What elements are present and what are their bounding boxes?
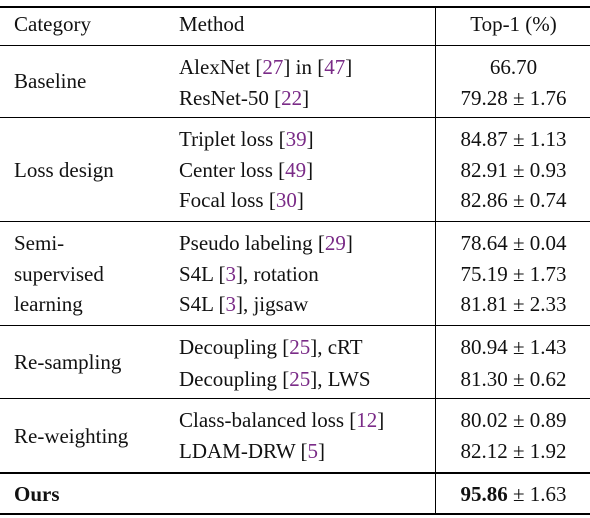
group-rule [0, 398, 590, 399]
header-top1: Top-1 (%) [470, 12, 557, 36]
category-semi-supervised-line2: supervised [14, 262, 104, 286]
method-class-balanced-loss: Class-balanced loss [12] [179, 408, 385, 432]
method-decoupling-lws: Decoupling [25], LWS [179, 367, 371, 391]
method-resnet50: ResNet-50 [22] [179, 86, 310, 110]
category-semi-supervised-line3: learning [14, 292, 83, 316]
bottom-rule [0, 513, 590, 515]
citation-link[interactable]: 3 [225, 262, 236, 286]
category-re-weighting: Re-weighting [14, 424, 129, 448]
method-decoupling-crt: Decoupling [25], cRT [179, 335, 363, 359]
header-method: Method [179, 12, 245, 36]
method-focal-loss: Focal loss [30] [179, 188, 304, 212]
header-rule [0, 45, 590, 46]
category-baseline: Baseline [14, 69, 87, 93]
value-resnet50: 79.28 ± 1.76 [460, 86, 567, 110]
group-rule [0, 325, 590, 326]
method-triplet-loss: Triplet loss [39] [179, 127, 314, 151]
column-divider [435, 399, 436, 472]
column-divider [435, 46, 436, 117]
method-ldam-drw: LDAM-DRW [5] [179, 439, 326, 463]
value-ours: 95.86 ± 1.63 [437, 479, 590, 509]
value-center-loss: 82.91 ± 0.93 [460, 158, 567, 182]
value-class-balanced-loss: 80.02 ± 0.89 [460, 408, 567, 432]
column-divider [435, 326, 436, 398]
citation-link[interactable]: 12 [356, 408, 378, 432]
citation-link[interactable]: 3 [225, 292, 236, 316]
method-pseudo-labeling: Pseudo labeling [29] [179, 231, 353, 255]
citation-link[interactable]: 22 [281, 86, 303, 110]
top-rule [0, 6, 590, 8]
method-s4l-jigsaw: S4L [3], jigsaw [179, 292, 309, 316]
value-decoupling-lws: 81.30 ± 0.62 [460, 367, 567, 391]
citation-link[interactable]: 29 [324, 231, 346, 255]
citation-link[interactable]: 47 [324, 55, 346, 79]
value-decoupling-crt: 80.94 ± 1.43 [460, 335, 567, 359]
method-s4l-rotation: S4L [3], rotation [179, 262, 319, 286]
citation-link[interactable]: 25 [289, 335, 311, 359]
column-divider [435, 8, 436, 45]
column-divider [435, 474, 436, 513]
category-re-sampling: Re-sampling [14, 350, 122, 374]
citation-link[interactable]: 25 [289, 367, 311, 391]
category-semi-supervised-line1: Semi- [14, 231, 65, 255]
value-focal-loss: 82.86 ± 0.74 [460, 188, 567, 212]
header-category: Category [14, 12, 91, 36]
column-divider [435, 222, 436, 325]
method-alexnet: AlexNet [27] in [47] [179, 55, 353, 79]
citation-link[interactable]: 27 [262, 55, 284, 79]
method-center-loss: Center loss [49] [179, 158, 314, 182]
value-ours-mean: 95.86 [460, 482, 508, 506]
value-pseudo-labeling: 78.64 ± 0.04 [460, 231, 567, 255]
value-ldam-drw: 82.12 ± 1.92 [460, 439, 567, 463]
value-alexnet: 66.70 [489, 55, 538, 79]
group-rule [0, 117, 590, 118]
ours-rule [0, 472, 590, 474]
citation-link[interactable]: 39 [285, 127, 307, 151]
citation-link[interactable]: 5 [307, 439, 319, 463]
citation-link[interactable]: 49 [285, 158, 307, 182]
value-triplet-loss: 84.87 ± 1.13 [460, 127, 567, 151]
group-rule [0, 221, 590, 222]
column-divider [435, 118, 436, 221]
category-ours: Ours [14, 482, 60, 506]
category-loss-design: Loss design [14, 158, 114, 182]
value-s4l-rotation: 75.19 ± 1.73 [460, 262, 567, 286]
value-ours-std: ± 1.63 [507, 482, 567, 506]
citation-link[interactable]: 30 [275, 188, 297, 212]
value-s4l-jigsaw: 81.81 ± 2.33 [460, 292, 567, 316]
